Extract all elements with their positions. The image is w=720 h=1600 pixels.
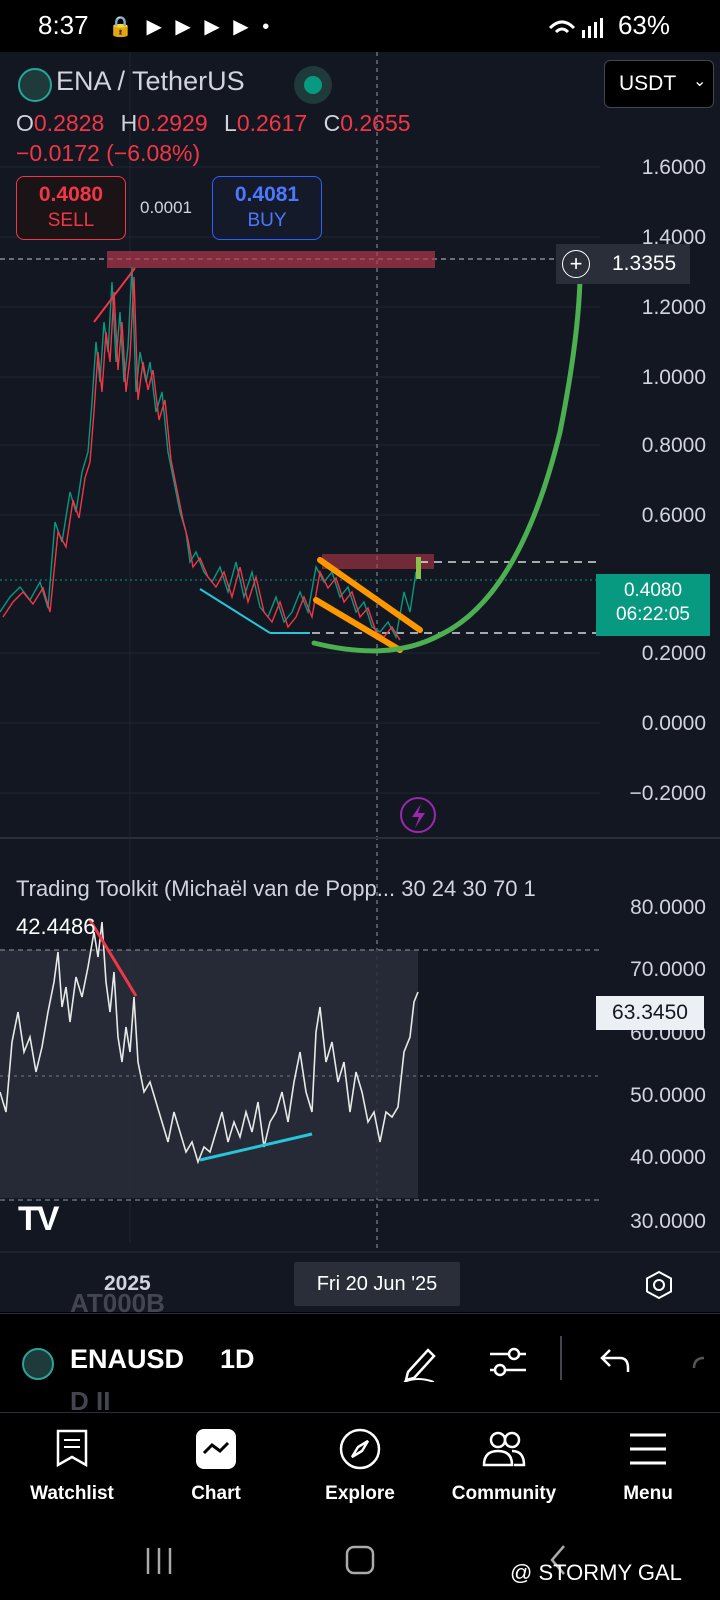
redo-icon[interactable] [690,1346,720,1376]
crosshair-date: Fri 20 Jun '25 [294,1262,460,1306]
rsi-axis-label: 40.0000 [630,1146,706,1169]
signal-icon [548,18,603,38]
tradingview-logo-icon: TV [18,1200,59,1238]
community-icon [482,1431,526,1467]
buy-button[interactable]: 0.4081 BUY [212,176,322,240]
price-axis-label: 0.8000 [641,434,706,457]
symbol-title[interactable]: ENA / TetherUS [56,66,245,96]
price-change: −0.0172 (−6.08%) [16,140,201,166]
chart-icon [196,1429,236,1469]
ena-logo-icon [18,68,52,102]
bottom-nav: Watchlist Chart Explore Community Menu [0,1412,720,1533]
pencil-icon[interactable] [400,1342,440,1382]
rsi-axis-label: 30.0000 [630,1210,706,1233]
home-icon[interactable] [344,1544,376,1576]
currency-select[interactable]: USDT ⌄ [604,60,714,108]
nav-label: Explore [325,1483,395,1504]
time-axis-year: 2025 [104,1272,151,1295]
resistance-zone-mid [322,554,434,569]
rsi-line [0,921,419,1165]
spread-value: 0.0001 [140,198,192,217]
rsi-axis-label: 70.0000 [630,958,706,981]
status-bar: 8:37 🔒 ▶ ▶ ▶ ▶ • 63% [0,0,720,52]
undo-icon[interactable] [598,1346,632,1376]
toolbar-interval[interactable]: 1D [220,1344,255,1374]
lightning-icon [400,797,436,833]
price-axis-label: 1.2000 [641,296,706,319]
ghost-text: AT000B [70,1288,165,1318]
projection-curve [311,277,583,654]
market-status-icon[interactable] [294,66,332,104]
nav-watchlist[interactable]: Watchlist [0,1413,144,1533]
price-axis-label: 1.6000 [641,156,706,179]
price-axis-label: 0.6000 [641,504,706,527]
candles [0,266,417,641]
ohlc-legend: O0.2828 H0.2929 L0.2617 C0.2655 [16,110,411,136]
nav-community[interactable]: Community [432,1413,576,1533]
nav-label: Watchlist [30,1483,114,1504]
back-icon[interactable] [548,1544,568,1576]
nav-label: Community [451,1483,557,1504]
nav-label: Menu [623,1483,673,1504]
add-alert-icon[interactable]: + [562,250,590,278]
price-axis-label: 0.2000 [641,642,706,665]
recents-icon[interactable] [144,1546,174,1576]
status-time: 8:37 [38,10,89,40]
settings-icon[interactable] [644,1270,674,1300]
currency-value: USDT [619,72,677,95]
chevron-down-icon: ⌄ [693,73,707,90]
indicator-value: 42.4486 [16,914,96,939]
nav-explore[interactable]: Explore [288,1413,432,1533]
nav-label: Chart [191,1483,241,1504]
price-chart[interactable] [0,52,720,1312]
watchlist-icon [56,1429,88,1468]
nav-menu[interactable]: Menu [576,1413,720,1533]
system-nav [0,1532,720,1600]
current-price-tag: 0.4080 06:22:05 [596,574,710,636]
sell-button[interactable]: 0.4080 SELL [16,176,126,240]
divider [560,1336,562,1380]
watermark: @ STORMY GAL [510,1560,682,1585]
price-axis-label: 1.0000 [641,366,706,389]
battery-level: 63% [617,10,670,40]
price-axis-label: 0.0000 [641,712,706,735]
indicators-icon[interactable] [488,1344,528,1380]
nav-chart[interactable]: Chart [144,1413,288,1533]
price-axis-label: 1.4000 [641,226,706,249]
status-icons: 🔒 ▶ ▶ ▶ ▶ • [108,16,274,38]
price-axis-label: −0.2000 [629,782,707,805]
rsi-axis-label: 80.0000 [630,896,706,919]
chart-toolbar: AT000B ENAUSD 1D D II [0,1288,720,1416]
resistance-zone-top [107,251,435,268]
rsi-axis-label: 50.0000 [630,1084,706,1107]
ghost-text: D II [70,1386,111,1416]
menu-icon [630,1433,666,1465]
indicator-title[interactable]: Trading Toolkit (Michaël van de Popp... … [16,876,536,901]
rsi-last-value: 63.3450 [596,996,704,1030]
symbol-logo-icon [22,1348,54,1380]
toolbar-symbol[interactable]: ENAUSD [70,1344,185,1374]
compass-icon [339,1428,381,1470]
hline-price: 1.3355 [612,252,677,275]
